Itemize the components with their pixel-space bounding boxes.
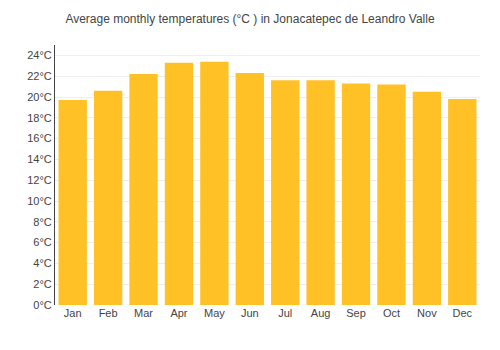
svg-text:12°C: 12°C bbox=[27, 174, 52, 186]
svg-text:4°C: 4°C bbox=[33, 257, 52, 269]
svg-text:6°C: 6°C bbox=[33, 236, 52, 248]
svg-text:May: May bbox=[204, 307, 225, 319]
svg-text:2°C: 2°C bbox=[33, 278, 52, 290]
svg-text:10°C: 10°C bbox=[27, 195, 52, 207]
svg-text:Dec: Dec bbox=[453, 307, 473, 319]
svg-text:Apr: Apr bbox=[170, 307, 187, 319]
svg-text:8°C: 8°C bbox=[33, 216, 52, 228]
svg-text:0°C: 0°C bbox=[33, 299, 52, 311]
svg-text:Feb: Feb bbox=[99, 307, 118, 319]
svg-text:Nov: Nov bbox=[417, 307, 437, 319]
svg-text:Average monthly temperatures (: Average monthly temperatures (°C ) in Jo… bbox=[65, 12, 435, 26]
svg-text:22°C: 22°C bbox=[27, 70, 52, 82]
svg-text:Sep: Sep bbox=[346, 307, 366, 319]
svg-text:Aug: Aug bbox=[311, 307, 331, 319]
svg-text:Oct: Oct bbox=[383, 307, 400, 319]
svg-text:24°C: 24°C bbox=[27, 49, 52, 61]
svg-text:14°C: 14°C bbox=[27, 153, 52, 165]
svg-text:18°C: 18°C bbox=[27, 112, 52, 124]
svg-text:20°C: 20°C bbox=[27, 91, 52, 103]
svg-text:Jul: Jul bbox=[278, 307, 292, 319]
svg-text:Mar: Mar bbox=[134, 307, 153, 319]
svg-text:Jan: Jan bbox=[64, 307, 82, 319]
svg-text:Jun: Jun bbox=[241, 307, 259, 319]
svg-text:16°C: 16°C bbox=[27, 132, 52, 144]
